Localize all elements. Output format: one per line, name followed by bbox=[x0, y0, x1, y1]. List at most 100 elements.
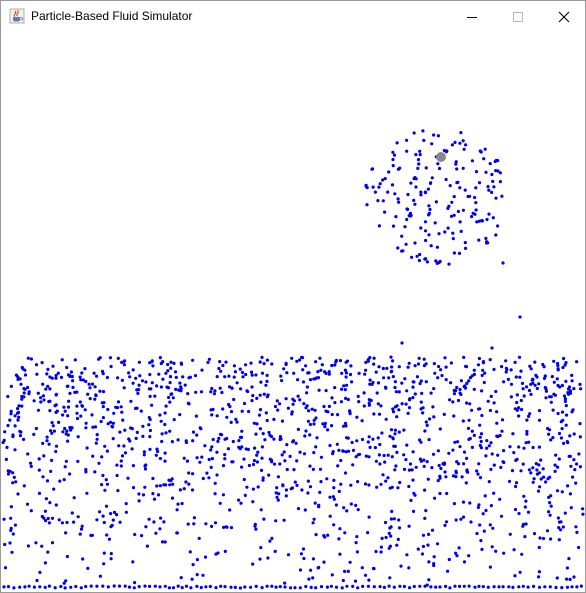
particle bbox=[533, 361, 536, 364]
particle bbox=[513, 548, 516, 551]
particle bbox=[424, 191, 427, 194]
particle bbox=[112, 519, 115, 522]
particle bbox=[208, 358, 211, 361]
particle bbox=[255, 397, 258, 400]
particle bbox=[8, 541, 11, 544]
particle bbox=[169, 367, 172, 370]
particle bbox=[44, 586, 47, 589]
particle bbox=[417, 548, 420, 551]
particle bbox=[187, 471, 190, 474]
particle bbox=[143, 486, 146, 489]
particle bbox=[489, 566, 492, 569]
particle bbox=[330, 396, 333, 399]
particle bbox=[48, 409, 51, 412]
particle bbox=[409, 462, 412, 465]
particle bbox=[517, 512, 520, 515]
particle bbox=[191, 488, 194, 491]
particle bbox=[109, 512, 112, 515]
particle bbox=[35, 579, 38, 582]
particle bbox=[579, 387, 582, 390]
particle bbox=[382, 367, 385, 370]
particle bbox=[402, 429, 405, 432]
particle bbox=[377, 186, 380, 189]
particle bbox=[469, 520, 472, 523]
simulation-canvas[interactable] bbox=[1, 32, 585, 592]
particle bbox=[208, 458, 211, 461]
particle bbox=[133, 581, 136, 584]
particle bbox=[391, 486, 394, 489]
particle bbox=[79, 400, 82, 403]
particle bbox=[395, 415, 398, 418]
particle bbox=[561, 411, 564, 414]
particle bbox=[570, 374, 573, 377]
particle bbox=[453, 141, 456, 144]
particle bbox=[283, 459, 286, 462]
particle bbox=[386, 191, 389, 194]
particle bbox=[413, 585, 416, 588]
particle bbox=[224, 550, 227, 553]
particle bbox=[455, 181, 458, 184]
particle bbox=[377, 402, 380, 405]
particle bbox=[491, 545, 494, 548]
particle bbox=[161, 432, 164, 435]
particle bbox=[433, 372, 436, 375]
particle bbox=[532, 585, 535, 588]
particle bbox=[528, 412, 531, 415]
particle bbox=[262, 432, 265, 435]
particle bbox=[255, 422, 258, 425]
particle bbox=[532, 481, 535, 484]
particle bbox=[451, 400, 454, 403]
particle bbox=[493, 401, 496, 404]
particle bbox=[537, 490, 540, 493]
particle bbox=[490, 395, 493, 398]
particle bbox=[168, 586, 171, 589]
particle bbox=[544, 480, 547, 483]
particle bbox=[453, 392, 456, 395]
particle bbox=[79, 533, 82, 536]
particle bbox=[348, 410, 351, 413]
particle bbox=[385, 536, 388, 539]
particle bbox=[100, 455, 103, 458]
particle bbox=[413, 494, 416, 497]
particle bbox=[491, 180, 494, 183]
minimize-button[interactable] bbox=[449, 1, 495, 32]
particle bbox=[462, 139, 465, 142]
particle bbox=[391, 151, 394, 154]
particle bbox=[424, 257, 427, 260]
particle bbox=[314, 502, 317, 505]
particle bbox=[575, 360, 578, 363]
particle bbox=[111, 524, 114, 527]
particle bbox=[469, 376, 472, 379]
particle bbox=[494, 550, 497, 553]
particle bbox=[541, 363, 544, 366]
particle bbox=[325, 477, 328, 480]
particle bbox=[151, 477, 154, 480]
particle bbox=[492, 368, 495, 371]
particle bbox=[343, 531, 346, 534]
particle bbox=[355, 439, 358, 442]
particle bbox=[109, 356, 112, 359]
emitter-marker[interactable] bbox=[436, 152, 446, 162]
particle bbox=[390, 517, 393, 520]
particle bbox=[548, 501, 551, 504]
close-button[interactable] bbox=[541, 1, 586, 32]
particle bbox=[13, 448, 16, 451]
particle bbox=[418, 253, 421, 256]
particle bbox=[500, 430, 503, 433]
particle bbox=[206, 361, 209, 364]
particle bbox=[522, 463, 525, 466]
particle bbox=[361, 566, 364, 569]
particle bbox=[314, 360, 317, 363]
particle bbox=[177, 585, 180, 588]
particle bbox=[274, 405, 277, 408]
particle bbox=[473, 373, 476, 376]
maximize-button[interactable] bbox=[495, 1, 541, 32]
particle bbox=[22, 438, 25, 441]
title-bar[interactable]: Particle-Based Fluid Simulator bbox=[1, 1, 585, 32]
particle bbox=[408, 398, 411, 401]
particle bbox=[141, 435, 144, 438]
particle-field bbox=[1, 32, 585, 592]
particle bbox=[102, 562, 105, 565]
particle bbox=[419, 458, 422, 461]
particle bbox=[349, 364, 352, 367]
